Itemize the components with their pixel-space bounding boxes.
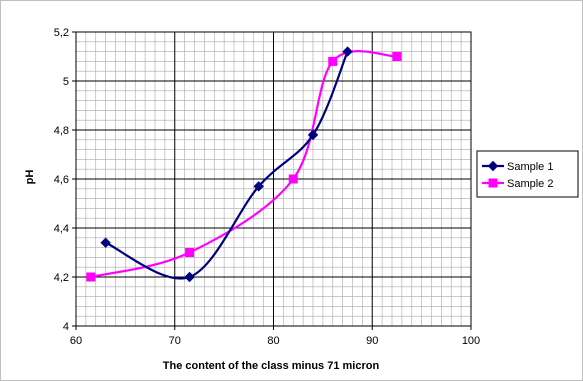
diamond-point: [184, 271, 195, 283]
legend: Sample 1 Sample 2: [476, 150, 579, 198]
legend-label: Sample 2: [507, 178, 553, 190]
square-point: [328, 56, 338, 66]
grid: [75, 31, 472, 327]
tick-labels: 60 70 80 90 100 4 4,2 4,4 4,6 4,8 5 5,2: [54, 27, 480, 347]
legend-item: Sample 2: [482, 178, 553, 190]
series-line: [104, 50, 349, 280]
y-axis-title: pH: [24, 170, 36, 185]
series-layer: [86, 46, 402, 283]
series-1: [100, 46, 353, 283]
diamond-point: [342, 46, 353, 57]
legend-marker: [488, 178, 498, 188]
square-point: [86, 272, 96, 282]
x-tick-label: 60: [70, 335, 82, 347]
y-tick-label: 4,8: [54, 125, 69, 137]
x-axis-title: The content of the class minus 71 micron: [163, 360, 380, 372]
diamond-point: [307, 129, 319, 141]
x-tick-label: 70: [169, 335, 181, 347]
legend-box: [476, 150, 579, 198]
diamond-point: [100, 237, 111, 248]
square-point: [392, 52, 402, 61]
y-tick-label: 5,2: [54, 27, 69, 39]
x-tick-label: 90: [366, 335, 378, 347]
y-tick-label: 4,6: [54, 174, 69, 186]
legend-items: Sample 1 Sample 2: [482, 160, 553, 190]
legend-item: Sample 1: [482, 160, 553, 173]
x-tick-label: 80: [267, 335, 279, 347]
y-tick-label: 4: [63, 321, 69, 333]
series-2: [86, 50, 402, 282]
legend-label: Sample 1: [507, 161, 553, 173]
y-tick-label: 4,2: [54, 272, 69, 284]
axes: [72, 31, 472, 330]
square-point: [288, 174, 298, 184]
y-tick-label: 5: [63, 76, 69, 88]
x-tick-label: 100: [462, 335, 480, 347]
square-point: [185, 248, 195, 257]
diamond-point: [253, 181, 264, 192]
legend-marker: [487, 160, 499, 172]
y-tick-label: 4,4: [54, 223, 69, 235]
